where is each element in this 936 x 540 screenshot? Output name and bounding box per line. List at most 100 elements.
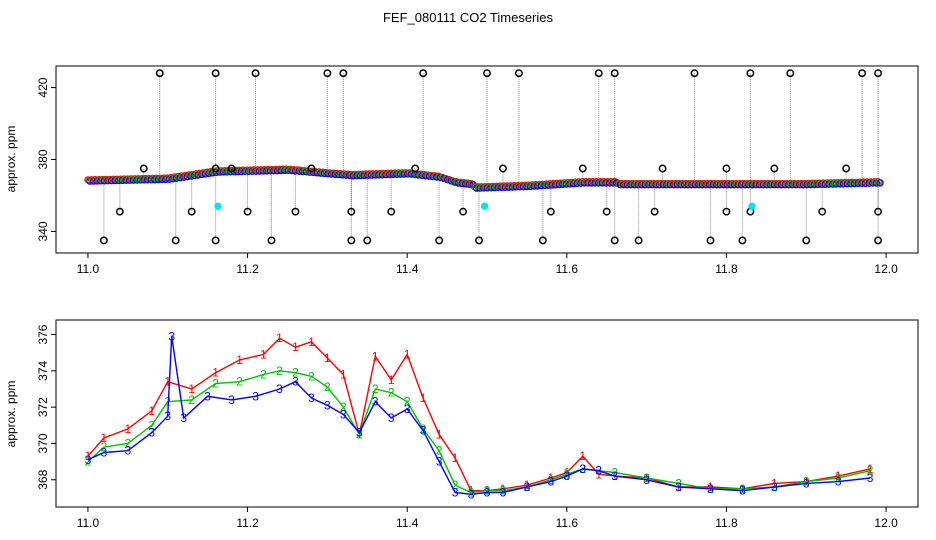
bottom-point-series-2: 2 (276, 364, 283, 378)
top-outlier-point (650, 207, 659, 216)
top-x-tick-label: 11.4 (396, 262, 419, 276)
bottom-point-series-2: 2 (484, 484, 491, 498)
top-outlier-point (155, 69, 164, 78)
top-flagged-point (480, 202, 489, 210)
top-outlier-point (243, 207, 252, 216)
bottom-x-tick-label: 11.4 (396, 516, 419, 530)
top-outlier-point (738, 236, 747, 245)
bottom-point-series-3: 3 (168, 329, 175, 343)
bottom-point-series-1: 1 (548, 471, 555, 485)
top-y-tick-label: 340 (36, 221, 50, 241)
bottom-point-series-3: 3 (292, 375, 299, 389)
bottom-point-series-3: 3 (643, 473, 650, 487)
top-outlier-point (874, 236, 883, 245)
bottom-point-series-3: 3 (867, 471, 874, 485)
bottom-point-series-3: 3 (308, 391, 315, 405)
top-outlier-point (546, 207, 555, 216)
bottom-point-series-2: 2 (324, 380, 331, 394)
bottom-point-series-3: 3 (252, 389, 259, 403)
top-outlier-point (634, 236, 643, 245)
top-outlier-point (610, 236, 619, 245)
bottom-point-series-2: 2 (212, 377, 219, 391)
bottom-x-tick-label: 11.2 (236, 516, 259, 530)
top-outlier-point (211, 236, 220, 245)
top-x-tick-label: 11.8 (715, 262, 738, 276)
bottom-y-tick-label: 368 (36, 469, 50, 489)
bottom-point-series-2: 2 (236, 375, 243, 389)
top-outlier-point (842, 164, 851, 173)
top-outlier-point (459, 207, 468, 216)
bottom-y-tick-label: 370 (36, 433, 50, 453)
bottom-point-series-2: 2 (356, 427, 363, 441)
top-axes: 11.0 11.2 11.4 11.6 11.8 12.0 340 380 420 (36, 77, 898, 276)
bottom-point-series-3: 3 (611, 469, 618, 483)
top-flagged-point (214, 202, 222, 210)
bottom-point-series-3: 3 (468, 487, 475, 501)
bottom-point-series-3: 3 (548, 475, 555, 489)
bottom-point-series-2: 2 (452, 478, 459, 492)
bottom-point-series-1: 1 (101, 431, 108, 445)
top-outlier-point (323, 69, 332, 78)
top-outlier-point (171, 236, 180, 245)
bottom-point-series-1: 1 (563, 466, 570, 480)
bottom-line-series-1 (87, 337, 871, 492)
top-outlier-point (594, 69, 603, 78)
top-outlier-point (307, 164, 316, 173)
top-outlier-points (99, 69, 883, 245)
bottom-x-tick-label: 12.0 (874, 516, 898, 530)
bottom-point-series-3: 3 (803, 476, 810, 490)
bottom-point-series-3: 3 (484, 485, 491, 499)
bottom-point-series-1: 1 (308, 335, 315, 349)
top-panel: approx. ppm 11.0 11.2 11.4 11.6 11.8 12.0 340 3… (4, 65, 919, 276)
top-outlier-point (538, 236, 547, 245)
top-outlier-point (211, 69, 220, 78)
top-outlier-point (347, 207, 356, 216)
bottom-point-series-1: 1 (595, 467, 602, 481)
bottom-point-series-1: 1 (835, 469, 842, 483)
top-outlier-point (139, 164, 148, 173)
bottom-point-series-3: 3 (500, 485, 507, 499)
top-outlier-point (770, 164, 779, 173)
top-outlier-point (706, 236, 715, 245)
bottom-point-series-3: 3 (324, 398, 331, 412)
top-outlier-point (363, 236, 372, 245)
bottom-point-series-1: 1 (524, 478, 531, 492)
bottom-point-series-2: 2 (308, 369, 315, 383)
bottom-plot-frame (55, 319, 919, 508)
top-outlier-point (499, 164, 507, 173)
bottom-y-tick-label: 372 (36, 397, 50, 417)
top-outlier-point (227, 164, 236, 173)
bottom-y-axis-label: approx. ppm (4, 381, 18, 448)
top-x-tick-label: 11.0 (77, 262, 100, 276)
bottom-point-series-2: 2 (340, 400, 347, 414)
top-outlier-point (475, 236, 483, 245)
top-outlier-point (722, 207, 731, 216)
bottom-point-series-3: 3 (356, 426, 363, 440)
top-outlier-point (435, 236, 444, 245)
top-outlier-point (722, 164, 731, 173)
bottom-point-series-3: 3 (101, 446, 108, 460)
bottom-y-tick-label: 376 (36, 324, 50, 344)
bottom-point-series-3: 3 (180, 411, 187, 425)
bottom-point-series-2: 2 (101, 440, 108, 454)
bottom-point-series-2: 2 (148, 418, 155, 432)
bottom-point-series-2: 2 (643, 471, 650, 485)
top-outlier-point (211, 164, 220, 173)
top-x-tick-label: 11.6 (556, 262, 579, 276)
bottom-point-series-3: 3 (436, 455, 443, 469)
bottom-point-series-3: 3 (452, 485, 459, 499)
top-outlier-point (99, 236, 108, 245)
top-outlier-point (411, 164, 420, 173)
bottom-point-series-2: 2 (803, 475, 810, 489)
figure-title: FEF_080111 CO2 Timeseries (383, 10, 554, 25)
bottom-point-series-3: 3 (524, 480, 531, 494)
bottom-point-series-3: 3 (388, 411, 395, 425)
top-outlier-point (347, 236, 356, 245)
bottom-x-tick-label: 11.8 (715, 516, 738, 530)
bottom-point-series-1: 1 (85, 449, 92, 463)
bottom-point-series-2: 2 (867, 464, 874, 478)
top-y-tick-label: 380 (36, 149, 50, 169)
top-point-series-3 (872, 179, 881, 187)
